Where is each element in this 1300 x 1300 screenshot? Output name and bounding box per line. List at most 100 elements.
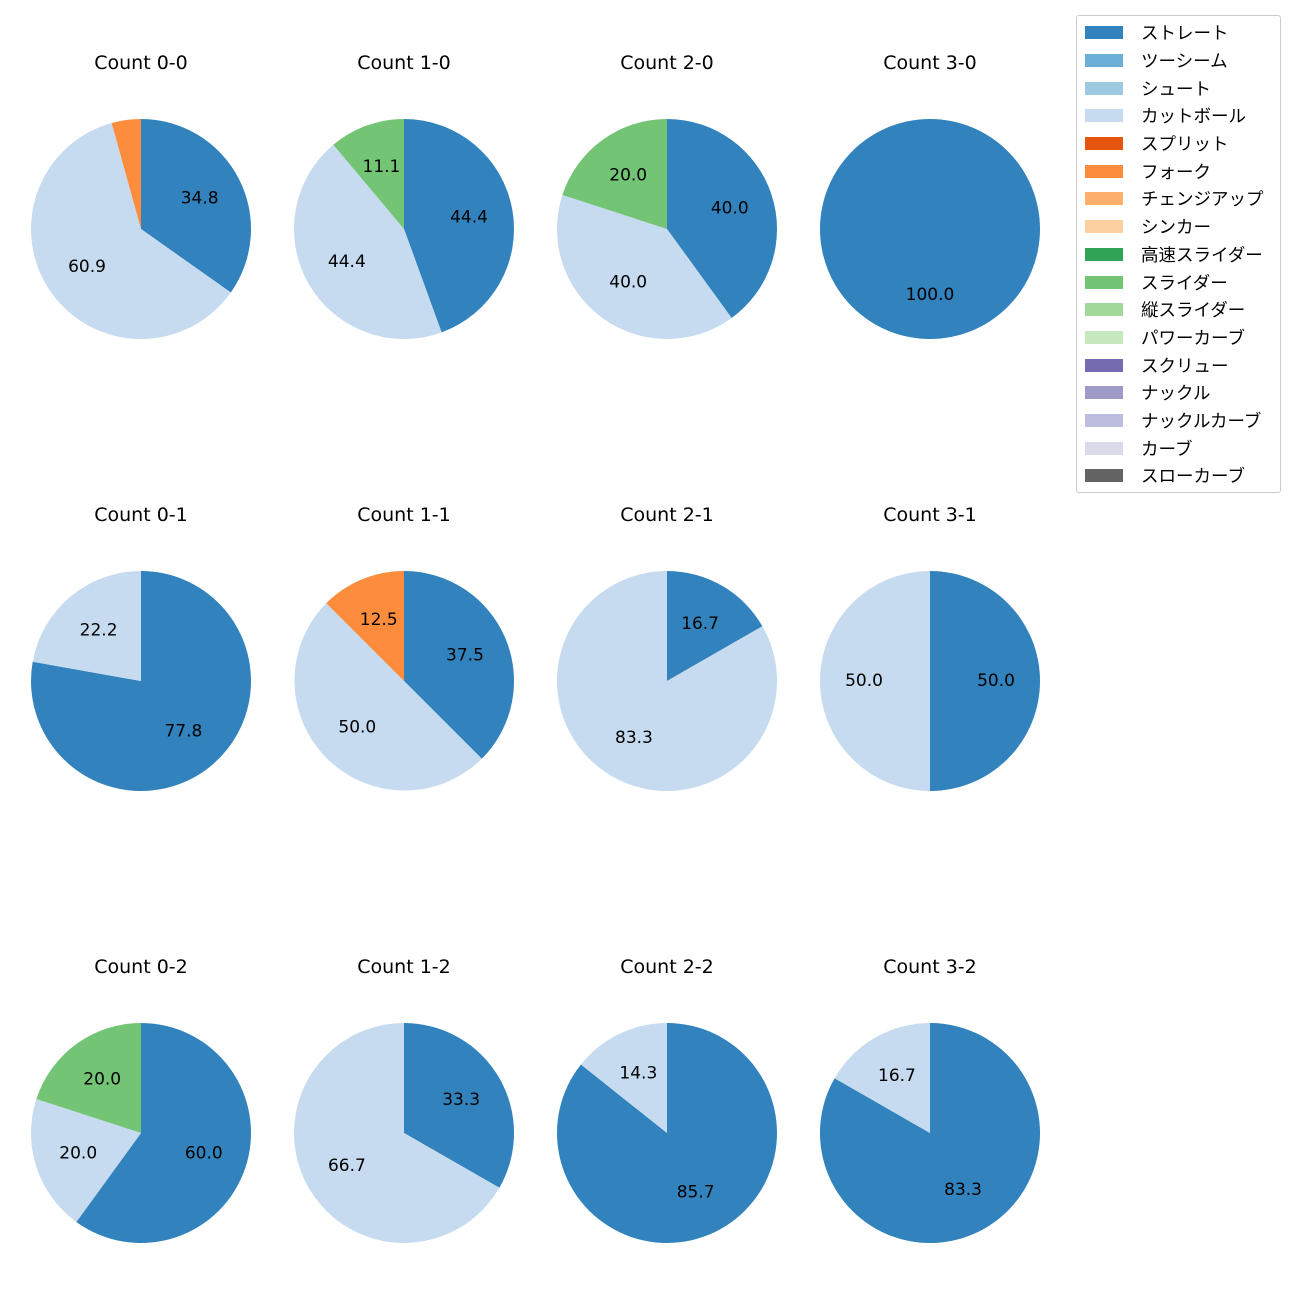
legend-entry: ツーシーム	[1077, 47, 1280, 75]
legend-entry: シンカー	[1077, 213, 1280, 241]
pie-slice-label: 20.0	[59, 1143, 97, 1163]
legend-swatch	[1085, 192, 1123, 206]
pie-slice-ストレート	[404, 571, 514, 759]
legend-swatch	[1085, 26, 1123, 40]
legend-label: 高速スライダー	[1141, 245, 1263, 266]
legend-swatch	[1085, 81, 1123, 95]
legend-label: スクリュー	[1141, 356, 1229, 377]
legend-label: カーブ	[1141, 439, 1193, 460]
pie-slice-label: 40.0	[711, 199, 749, 219]
pie-slice-label: 44.4	[450, 208, 488, 228]
pie-slice-label: 11.1	[363, 157, 401, 177]
pie-slice-label: 12.5	[360, 610, 398, 630]
pie-slice-カットボール	[820, 571, 930, 791]
legend-entry: パワーカーブ	[1077, 324, 1280, 352]
legend-label: ストレート	[1141, 24, 1229, 45]
legend-label: チェンジアップ	[1141, 190, 1264, 211]
legend-label: パワーカーブ	[1141, 328, 1245, 349]
legend-swatch	[1085, 247, 1123, 261]
legend-swatch	[1085, 164, 1123, 178]
pie-title: Count 1-0	[357, 52, 451, 74]
pie-slice-label: 100.0	[906, 285, 955, 305]
pie-title: Count 3-0	[883, 52, 977, 74]
pie-slice-ストレート	[667, 119, 778, 318]
pie-count-0-2: Count 0-2 60.0 20.0 20.0	[30, 956, 251, 1243]
legend-entry: カーブ	[1077, 434, 1280, 462]
pie-slice-カットボール	[580, 1023, 667, 1133]
legend-entry: ナックル	[1077, 379, 1280, 407]
pie-count-3-1: Count 3-1 50.0 50.0	[820, 504, 1040, 791]
pie-slice-label: 37.5	[446, 646, 484, 666]
legend-swatch	[1085, 358, 1123, 372]
legend-entry: ストレート	[1077, 19, 1280, 47]
pie-slice-label: 22.2	[80, 620, 118, 640]
pie-count-1-0: Count 1-0 44.4 44.4 11.1	[293, 52, 515, 340]
pie-slice-カットボール	[294, 603, 482, 791]
pie-slice-ストレート	[76, 1023, 251, 1243]
pie-slice-フォーク	[111, 119, 141, 229]
pie-slice-label: 33.3	[442, 1090, 480, 1110]
pie-slice-label: 34.8	[181, 189, 219, 209]
pie-slice-フォーク	[326, 571, 404, 681]
pie-count-1-2: Count 1-2 33.3 66.7	[294, 956, 515, 1243]
pie-slice-label: 20.0	[83, 1070, 121, 1090]
legend-swatch	[1085, 469, 1123, 483]
pie-title: Count 2-0	[620, 52, 714, 74]
pie-slice-ストレート	[819, 1023, 1040, 1243]
legend-swatch	[1085, 386, 1123, 400]
legend-entry: スクリュー	[1077, 351, 1280, 379]
pie-title: Count 0-2	[94, 956, 188, 978]
pie-slice-カットボール	[32, 571, 142, 681]
pie-count-0-1: Count 0-1 77.8 22.2	[31, 504, 252, 792]
pie-slice-label: 16.7	[681, 614, 719, 634]
legend-label: ナックルカーブ	[1141, 411, 1262, 432]
pie-slice-label: 60.9	[68, 257, 106, 277]
chart-legend: ストレート ツーシーム シュート カットボール スプリット フォーク チェンジアップ シンカー…	[1076, 15, 1281, 493]
pie-title: Count 3-1	[883, 504, 977, 526]
pie-count-2-2: Count 2-2 85.7 14.3	[557, 956, 778, 1243]
pie-slice-スライダー	[36, 1023, 141, 1133]
legend-swatch	[1085, 413, 1123, 427]
pie-count-1-1: Count 1-1 37.5 50.0 12.5	[294, 504, 514, 791]
legend-label: ツーシーム	[1141, 52, 1228, 73]
pie-slice-カットボール	[294, 1023, 500, 1243]
legend-entry: シュート	[1077, 74, 1280, 102]
pie-title: Count 2-2	[620, 956, 714, 978]
legend-swatch	[1085, 220, 1123, 234]
legend-label: スライダー	[1141, 273, 1228, 294]
legend-entry: 縦スライダー	[1077, 296, 1280, 324]
pie-slice-label: 16.7	[878, 1066, 916, 1086]
pie-slice-カットボール	[557, 571, 778, 791]
legend-label: フォーク	[1141, 162, 1211, 183]
pie-slice-カットボール	[556, 195, 732, 340]
pie-count-2-1: Count 2-1 16.7 83.3	[557, 504, 778, 791]
pie-slice-label: 85.7	[677, 1182, 715, 1202]
pie-slice-label: 50.0	[338, 718, 376, 738]
legend-entry: スプリット	[1077, 130, 1280, 158]
pie-title: Count 0-0	[94, 52, 188, 74]
legend-swatch	[1085, 275, 1123, 289]
pie-title: Count 0-1	[94, 504, 188, 526]
pie-title: Count 1-1	[357, 504, 451, 526]
pie-slice-スライダー	[333, 119, 404, 229]
pie-slice-label: 40.0	[609, 272, 647, 292]
legend-label: ナックル	[1141, 384, 1211, 405]
pie-slice-label: 66.7	[328, 1156, 366, 1176]
pie-slice-ストレート	[557, 1023, 778, 1243]
legend-entry: フォーク	[1077, 157, 1280, 185]
pie-slice-label: 14.3	[619, 1064, 657, 1084]
pie-slice-label: 50.0	[845, 671, 883, 691]
pie-slice-ストレート	[404, 1023, 515, 1188]
legend-entry: ナックルカーブ	[1077, 407, 1280, 435]
legend-entry: スライダー	[1077, 268, 1280, 296]
pie-slice-label: 77.8	[164, 722, 202, 742]
pie-slice-カットボール	[834, 1023, 930, 1133]
legend-swatch	[1085, 137, 1123, 151]
legend-swatch	[1085, 109, 1123, 123]
pie-slice-ストレート	[820, 119, 1040, 339]
pie-slice-ストレート	[930, 571, 1040, 791]
pie-slice-カットボール	[293, 144, 442, 340]
legend-entry: 高速スライダー	[1077, 241, 1280, 269]
pie-title: Count 1-2	[357, 956, 451, 978]
legend-swatch	[1085, 54, 1123, 68]
